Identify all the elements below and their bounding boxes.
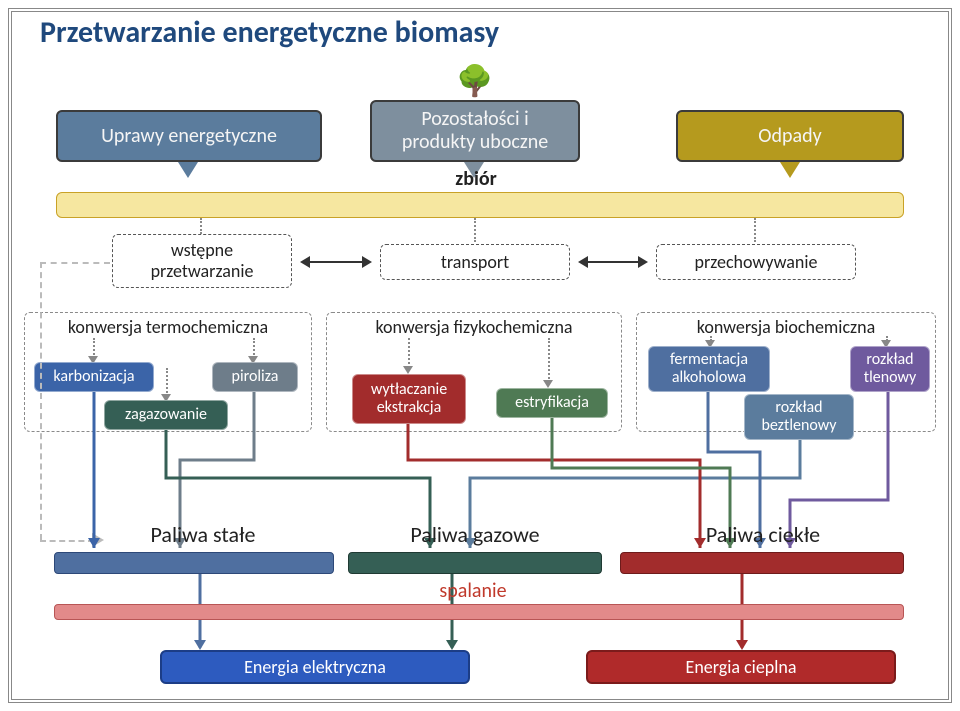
fuel-gaz-label: Paliwa gazowe (380, 520, 570, 550)
chip-estr-label: estryfikacja (515, 394, 589, 412)
source-odpady: Odpady (676, 110, 904, 162)
step-wstepne-l2: przetwarzanie (151, 261, 254, 282)
chip-roztlen-l1: rozkład (866, 351, 913, 369)
group-fizyko-label: konwersja fizykochemiczna (375, 317, 572, 338)
source-uprawy-label: Uprawy energetyczne (101, 125, 277, 148)
chip-zagazowanie: zagazowanie (104, 400, 228, 430)
step-transport-label: transport (441, 252, 509, 273)
step-przechowywanie: przechowywanie (656, 244, 856, 280)
dot-estr (548, 338, 550, 382)
chip-rozbez-l2: beztlenowy (761, 417, 836, 435)
chip-estryfikacja: estryfikacja (496, 388, 608, 418)
step-wstepne: wstępne przetwarzanie (112, 234, 292, 288)
chip-fermentacja: fermentacja alkoholowa (648, 346, 770, 392)
doth-estr (543, 380, 553, 388)
chip-rozklad-tlenowy: rozkład tlenowy (850, 346, 930, 392)
energy-heat: Energia cieplna (586, 650, 896, 684)
zbior-label: zbiór (436, 166, 516, 192)
slide-title: Przetwarzanie energetyczne biomasy (40, 14, 499, 51)
source-pozostalosci-l2: produkty uboczne (402, 131, 548, 154)
chip-rozbez-l1: rozkład (775, 399, 822, 417)
conn-zbior-przech (754, 218, 756, 242)
chip-wyt-l2: ekstrakcja (377, 399, 442, 417)
source-odpady-label: Odpady (758, 125, 821, 148)
fuel-ciek-bar (620, 552, 904, 574)
doth-wyt (403, 366, 413, 374)
fuel-gaz-bar (348, 552, 602, 574)
side-route-bot (40, 540, 94, 542)
dot-zagaz (166, 368, 168, 396)
arrow-wstepne-transport (308, 261, 364, 263)
ptr-odpady (780, 162, 800, 178)
chip-piroliza: piroliza (212, 362, 298, 392)
step-transport: transport (380, 244, 570, 280)
energy-heat-label: Energia cieplna (686, 656, 797, 678)
chip-ferm-l2: alkoholowa (672, 369, 746, 387)
side-route-head (92, 533, 104, 547)
group-bio-label: konwersja biochemiczna (697, 317, 876, 338)
fuel-ciek-label: Paliwa ciekłe (668, 520, 858, 550)
conn-zbior-transport (474, 218, 476, 242)
step-wstepne-l1: wstępne (171, 240, 233, 261)
side-route (40, 262, 110, 540)
spalanie-label: spalanie (408, 578, 538, 604)
arrow-transport-przech (586, 261, 640, 263)
conn-zbior-wstepne (200, 218, 202, 234)
energy-elec: Energia elektryczna (160, 650, 470, 684)
dot-piroliza (253, 338, 255, 358)
chip-roztlen-l2: tlenowy (864, 369, 917, 387)
zbior-bar (56, 192, 904, 218)
chip-zagaz-label: zagazowanie (125, 406, 207, 424)
chip-ferm-l1: fermentacja (670, 351, 748, 369)
chip-piroliza-label: piroliza (232, 368, 279, 386)
ptr-uprawy (178, 162, 198, 178)
source-uprawy: Uprawy energetyczne (56, 110, 322, 162)
step-przech-label: przechowywanie (695, 252, 818, 273)
chip-wyt-l1: wytłaczanie (371, 381, 447, 399)
fuel-stale-label: Paliwa stałe (108, 520, 298, 550)
dot-wyt (408, 338, 410, 368)
spalanie-bar (54, 604, 904, 620)
chip-wytlaczanie: wytłaczanie ekstrakcja (352, 374, 466, 424)
side-route-top (40, 262, 110, 264)
source-pozostalosci-l1: Pozostałości i (421, 108, 528, 131)
fuel-stale-bar (54, 552, 334, 574)
energy-elec-label: Energia elektryczna (244, 656, 386, 678)
source-pozostalosci: Pozostałości i produkty uboczne (370, 100, 580, 162)
chip-rozklad-beztlenowy: rozkład beztlenowy (744, 394, 854, 440)
